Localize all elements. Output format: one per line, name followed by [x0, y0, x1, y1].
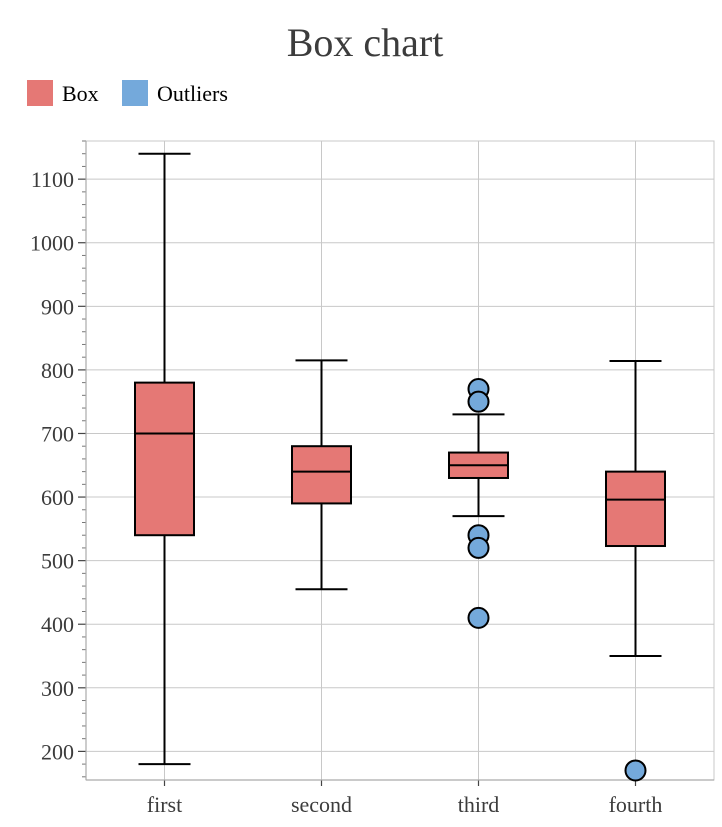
outlier-point [624, 759, 647, 782]
outlier-point [467, 390, 490, 413]
box-second [291, 445, 352, 505]
chart-title: Box chart [287, 20, 444, 65]
outlier-point [467, 606, 490, 629]
y-tick-label: 600 [41, 485, 74, 510]
plot-area: 200 300 400 500 600 700 800 900 1000 1100 first sec… [30, 140, 715, 817]
y-tick-label: 800 [41, 358, 74, 383]
y-tick-label: 400 [41, 612, 74, 637]
x-tick-label: fourth [609, 792, 663, 817]
outlier-point [467, 536, 490, 559]
y-tick-label: 500 [41, 549, 74, 574]
legend-swatch-outliers[interactable] [122, 80, 148, 106]
x-tick-label: third [458, 792, 500, 817]
y-tick-label: 1100 [31, 167, 74, 192]
box-first [134, 381, 195, 537]
x-tick-label: second [291, 792, 352, 817]
legend: Box Outliers [27, 80, 228, 106]
y-tick-label: 300 [41, 676, 74, 701]
legend-label-outliers: Outliers [157, 81, 228, 106]
x-tick-label: first [147, 792, 182, 817]
y-tick-label: 200 [41, 739, 74, 764]
legend-label-box: Box [62, 81, 99, 106]
y-tick-label: 1000 [30, 231, 74, 256]
box-fourth [605, 470, 666, 548]
y-tick-label: 900 [41, 294, 74, 319]
legend-swatch-box[interactable] [27, 80, 53, 106]
y-tick-label: 700 [41, 421, 74, 446]
